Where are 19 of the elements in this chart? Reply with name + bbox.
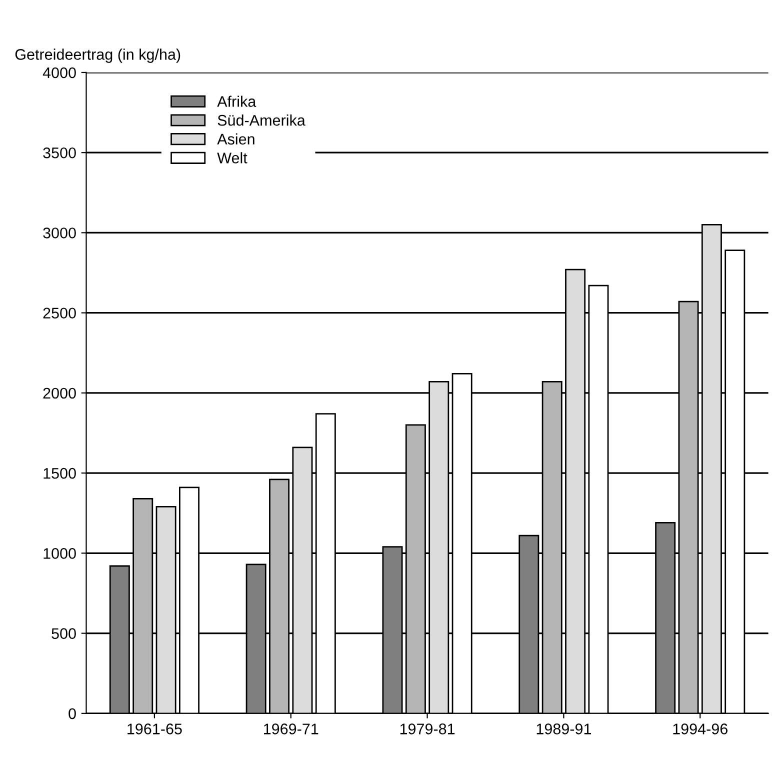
y-tick-label: 3500 bbox=[43, 147, 76, 158]
legend-label: Süd-Amerika bbox=[218, 114, 306, 126]
legend-label: Afrika bbox=[217, 96, 256, 107]
y-tick-label: 0 bbox=[68, 708, 76, 720]
y-tick-label: 2000 bbox=[43, 388, 76, 399]
y-tick-label: 3000 bbox=[43, 228, 76, 238]
y-tick-label: 500 bbox=[52, 628, 76, 639]
y-axis-title: Getreideertrag (in kg/ha) bbox=[15, 48, 180, 63]
x-tick-label: 1994-96 bbox=[673, 724, 728, 734]
y-tick-label: 1500 bbox=[44, 468, 76, 479]
legend-label: Asien bbox=[217, 133, 254, 145]
legend-label: Welt bbox=[217, 152, 248, 164]
y-tick-label: 4000 bbox=[42, 67, 76, 78]
x-tick-label: 1969-71 bbox=[264, 724, 318, 734]
x-tick-label: 1979-81 bbox=[400, 724, 455, 734]
y-tick-label: 1000 bbox=[44, 548, 76, 559]
x-tick-label: 1961-65 bbox=[128, 724, 182, 734]
y-tick-label: 2500 bbox=[43, 308, 76, 319]
x-tick-label: 1989-91 bbox=[536, 724, 591, 734]
